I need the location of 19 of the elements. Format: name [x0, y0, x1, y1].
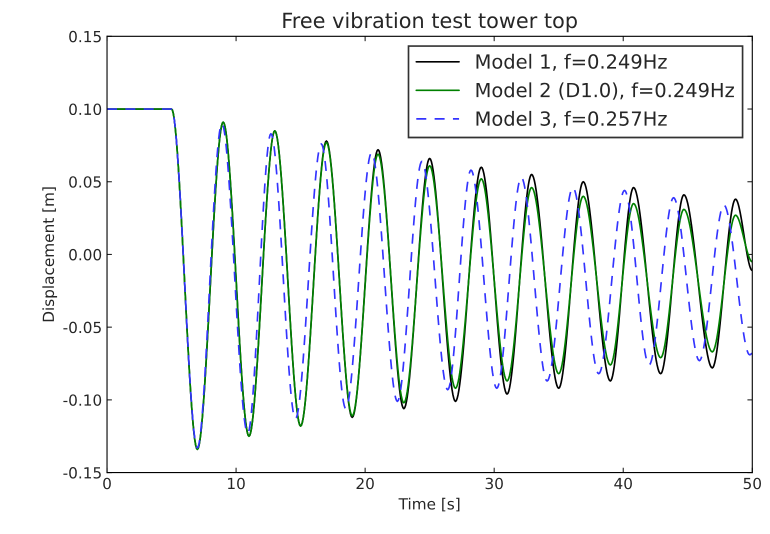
x-tick-label: 40 [614, 478, 632, 490]
x-tick-label: 50 [744, 478, 761, 490]
x-tick-label: 0 [103, 478, 111, 490]
x-tick-label: 10 [228, 478, 245, 490]
y-tick-label: -0.05 [63, 322, 101, 334]
legend-label: Model 1, f=0.249Hz [476, 54, 667, 71]
y-tick-label: 0.05 [69, 176, 101, 188]
x-tick-label: 20 [356, 478, 374, 490]
legend-label: Model 2 (D1.0), f=0.249Hz [476, 82, 734, 100]
legend-label: Model 3, f=0.257Hz [476, 110, 667, 128]
y-tick-label: 0.00 [69, 248, 102, 260]
x-axis-title: Time [s] [398, 498, 460, 512]
y-tick-label: -0.10 [63, 394, 102, 406]
y-tick-label: 0.10 [69, 103, 102, 116]
x-tick-label: 30 [486, 478, 503, 490]
y-axis-title: Displacement [m] [42, 187, 58, 322]
chart-title: Free vibration test tower top [283, 12, 577, 32]
y-tick-label: -0.15 [63, 467, 101, 479]
y-tick-label: 0.15 [69, 30, 101, 42]
